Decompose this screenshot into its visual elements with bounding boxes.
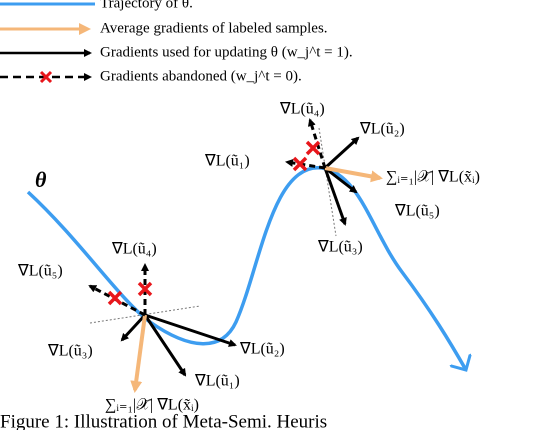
grad-label: ∑ᵢ₌₁|𝒳̃| ∇L(x̃ᵢ) bbox=[386, 169, 480, 186]
left-gradients: ∇L(ũ₂) ∇L(ũ₁) ∇L(ũ₃) ∇L(ũ₄) ∇L(ũ₅) ∑ᵢ₌₁|… bbox=[17, 241, 285, 414]
cross bbox=[39, 70, 53, 84]
grad-label: ∇L(ũ₃) bbox=[47, 343, 93, 360]
arrow bbox=[323, 167, 347, 226]
caption: Figure 1: Illustration of Meta-Semi. Heu… bbox=[0, 411, 327, 430]
arrow bbox=[144, 313, 237, 347]
legend-label: Gradients abandoned (w_j^t = 0). bbox=[100, 68, 302, 84]
right-gradients: ∇L(ũ₂) ∇L(ũ₅) ∇L(ũ₃) ∇L(ũ₄) ∇L(ũ₁) ∑ᵢ₌₁|… bbox=[204, 101, 480, 256]
grad-label: ∇L(ũ₁) bbox=[204, 153, 250, 170]
legend-label: Trajectory of θ. bbox=[100, 0, 193, 11]
grad-label: ∑ᵢ₌₁|𝒳̃| ∇L(x̃ᵢ) bbox=[105, 397, 199, 414]
arrow bbox=[324, 166, 358, 194]
grad-label: ∇L(ũ₅) bbox=[394, 203, 440, 220]
tangent bbox=[89, 305, 201, 324]
avg-arrow bbox=[130, 314, 147, 393]
dashed-arrow bbox=[285, 158, 326, 170]
cross bbox=[107, 281, 153, 306]
cross bbox=[292, 140, 321, 172]
arrow bbox=[120, 313, 147, 342]
grad-label: ∇L(ũ₃) bbox=[317, 239, 363, 256]
trajectory bbox=[26, 166, 466, 370]
legend-label: Average gradients of labeled samples. bbox=[100, 20, 328, 36]
grad-label: ∇L(ũ₂) bbox=[239, 341, 285, 358]
tangent bbox=[318, 127, 337, 237]
legend-label: Gradients used for updating θ (w_j^t = 1… bbox=[100, 44, 353, 60]
avg-arrow bbox=[324, 166, 383, 183]
grad-label: ∇L(ũ₅) bbox=[17, 263, 63, 280]
grad-label: ∇L(ũ₂) bbox=[359, 121, 405, 138]
grad-label: ∇L(ũ₄) bbox=[111, 241, 157, 258]
theta-label: θ bbox=[35, 167, 47, 192]
grad-label: ∇L(ũ₁) bbox=[194, 373, 240, 390]
grad-label: ∇L(ũ₄) bbox=[279, 101, 325, 118]
arrow bbox=[143, 314, 187, 377]
arrow bbox=[323, 136, 360, 170]
legend: Trajectory of θ. Average gradients of la… bbox=[0, 0, 353, 84]
